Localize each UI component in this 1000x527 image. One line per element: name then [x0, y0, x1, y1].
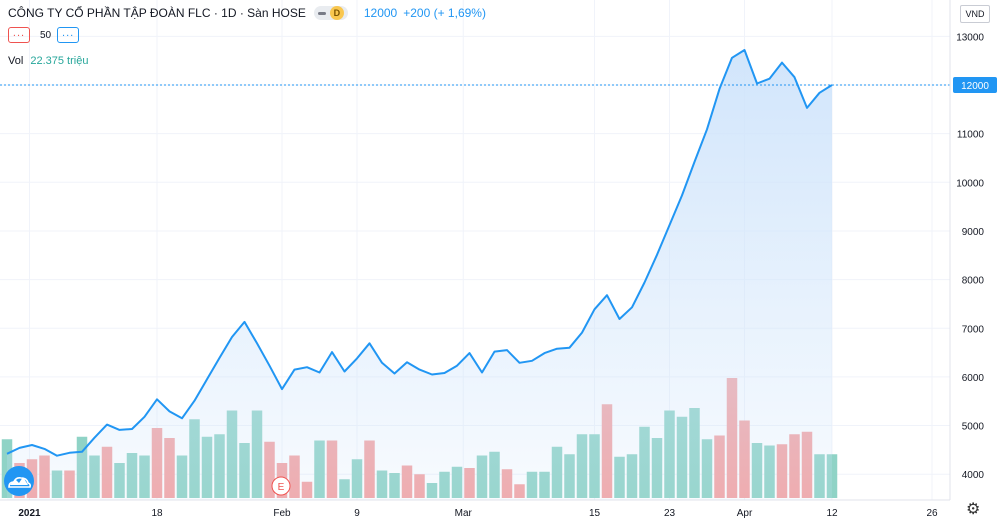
volume-legend: Vol 22.375 triệu [8, 55, 88, 67]
last-price: 12000 [363, 6, 398, 20]
time-tick-label: 26 [926, 508, 938, 519]
ellipsis-icon[interactable]: ... [8, 27, 30, 43]
minus-icon [317, 11, 326, 15]
time-axis[interactable]: 2021 18 Feb 9 Mar 15 23 Apr 12 26 [18, 508, 938, 519]
time-tick-label: Mar [455, 508, 473, 519]
price-area [7, 50, 832, 500]
volume-label: Vol [8, 55, 24, 67]
interval-pill[interactable]: D [313, 6, 348, 20]
indicator-row: ... 50 ... [8, 27, 80, 43]
volume-value: 22.375 triệu [30, 55, 89, 67]
currency-button[interactable]: VND [960, 5, 990, 23]
indicator-value: 50 [40, 29, 52, 41]
price-readout: 12000 +200 (+ 1,69%) [358, 6, 486, 20]
price-tick-label: 7000 [962, 324, 985, 335]
price-axis[interactable]: 4000 5000 6000 7000 8000 9000 10000 11000 13000 [956, 32, 984, 481]
interval-badge: D [329, 6, 344, 20]
ellipsis-icon[interactable]: ... [57, 27, 80, 43]
time-tick-label: 9 [354, 508, 360, 519]
time-tick-label: 15 [589, 508, 601, 519]
chart-header: CÔNG TY CỔ PHẦN TẬP ĐOÀN FLC · 1D · Sàn … [8, 6, 486, 20]
price-tick-label: 8000 [962, 276, 985, 287]
symbol-title[interactable]: CÔNG TY CỔ PHẦN TẬP ĐOÀN FLC · 1D · Sàn … [8, 6, 306, 20]
earnings-marker[interactable]: E [271, 476, 291, 496]
price-tick-label: 6000 [962, 373, 985, 384]
price-tick-label: 5000 [962, 422, 985, 433]
last-price-tag: 12000 [953, 77, 997, 93]
time-tick-label: Feb [273, 508, 291, 519]
price-change: +200 (+ 1,69%) [403, 6, 486, 20]
price-tick-label: 10000 [956, 178, 984, 189]
price-tick-label: 11000 [957, 130, 985, 141]
time-tick-label: 18 [151, 508, 163, 519]
price-tick-label: 9000 [962, 227, 985, 238]
price-line [6, 49, 833, 457]
price-tick-label: 13000 [956, 32, 984, 43]
time-tick-label: 2021 [18, 508, 41, 519]
cloud-logo-icon[interactable] [4, 466, 34, 496]
time-tick-label: 23 [664, 508, 676, 519]
time-tick-label: Apr [737, 508, 753, 519]
gear-icon[interactable]: ⚙ [966, 501, 981, 518]
last-price-tag-label: 12000 [961, 81, 989, 92]
price-tick-label: 4000 [962, 470, 985, 481]
time-tick-label: 12 [826, 508, 838, 519]
earnings-marker-label: E [278, 482, 285, 493]
